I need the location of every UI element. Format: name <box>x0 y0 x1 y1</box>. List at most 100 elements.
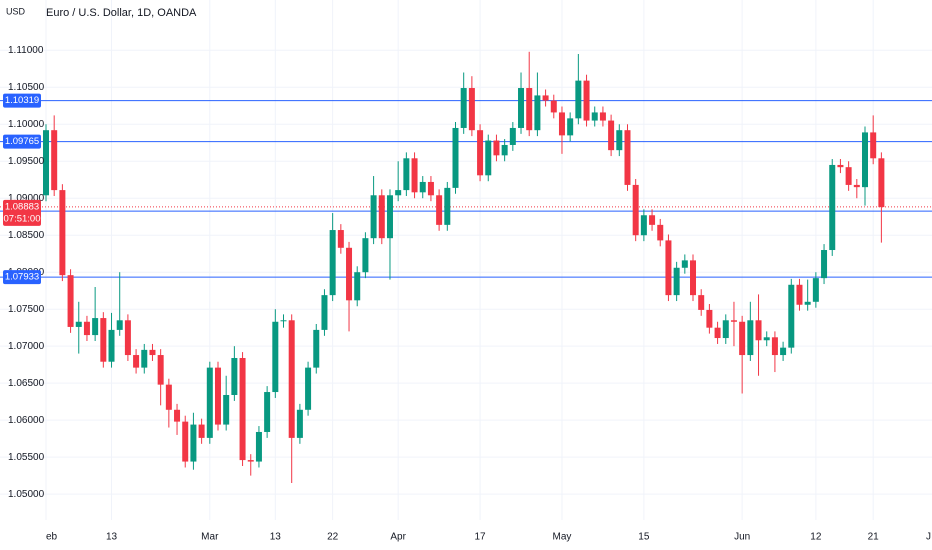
price-lines <box>0 100 932 278</box>
candle-body <box>198 424 205 438</box>
candle-body <box>100 318 107 362</box>
candle-body <box>640 215 647 236</box>
candle-body <box>149 349 156 356</box>
candle-body <box>206 367 213 438</box>
x-tick-label: eb <box>46 532 58 543</box>
candle-body <box>255 431 262 462</box>
x-tick-label: 13 <box>106 532 118 543</box>
candle-body <box>214 367 221 425</box>
candle-body <box>75 321 82 327</box>
candle-body <box>231 358 238 395</box>
candle-body <box>337 230 344 248</box>
candle-body <box>575 80 582 119</box>
y-tick-label: 1.09000 <box>8 193 45 204</box>
candle-body <box>870 132 877 159</box>
candle-body <box>608 120 615 151</box>
candle-body <box>141 349 148 368</box>
candle-body <box>698 295 705 310</box>
candle-body <box>116 320 123 330</box>
candle-body <box>83 321 90 336</box>
candle-body <box>321 295 328 330</box>
candle-body <box>862 132 868 188</box>
candle-body <box>829 164 836 251</box>
x-tick-label: 13 <box>270 532 282 543</box>
currency-label: USD <box>6 6 26 16</box>
candle-body <box>501 144 508 156</box>
candle-body <box>468 88 475 131</box>
candle-body <box>386 195 393 239</box>
y-tick-label: 1.10500 <box>8 82 45 93</box>
candle-body <box>403 158 410 191</box>
candle-body <box>485 140 492 176</box>
candle-body <box>190 424 197 462</box>
candle-body <box>174 409 181 422</box>
candle-body <box>395 190 402 196</box>
candle-body <box>346 247 353 301</box>
countdown-label: 07:51:00 <box>4 213 41 224</box>
candle-body <box>681 260 688 268</box>
x-tick-label: 12 <box>810 532 822 543</box>
price-label-box <box>3 93 41 108</box>
candle-body <box>362 238 369 273</box>
candle-body <box>223 394 230 425</box>
candle-body <box>427 181 434 196</box>
candle-body <box>747 320 754 356</box>
price-label: 1.10319 <box>5 95 39 106</box>
candle-body <box>542 95 549 101</box>
last-price-box <box>3 199 41 226</box>
y-tick-label: 1.06000 <box>8 415 45 426</box>
candle-body <box>43 130 49 196</box>
candle-body <box>247 460 254 462</box>
candle-body <box>558 112 565 136</box>
x-tick-label: J <box>926 532 931 543</box>
x-tick-label: Apr <box>390 532 406 543</box>
candle-body <box>706 309 713 328</box>
candle-body <box>509 127 516 145</box>
candle-body <box>624 130 631 185</box>
candle-body <box>665 240 672 296</box>
candle-body <box>477 130 484 176</box>
candle-body <box>313 329 320 368</box>
candle-body <box>296 409 303 438</box>
candle-body <box>436 195 443 225</box>
candle-body <box>755 320 762 341</box>
candle-body <box>452 127 459 188</box>
y-tick-label: 1.05000 <box>8 489 45 500</box>
candle-body <box>182 421 189 462</box>
candle-body <box>280 320 287 322</box>
candle-body <box>878 158 885 208</box>
y-tick-label: 1.09500 <box>8 156 45 167</box>
candle-body <box>739 321 746 356</box>
x-tick-label: 21 <box>868 532 880 543</box>
candle-body <box>583 80 590 121</box>
candle-body <box>714 327 721 339</box>
price-label-box <box>3 270 41 285</box>
candle-body <box>690 260 697 296</box>
candle-body <box>812 278 819 302</box>
candle-body <box>821 250 828 279</box>
price-label: 1.07933 <box>5 272 39 283</box>
price-label: 1.09765 <box>5 136 39 147</box>
candle-body <box>59 190 66 276</box>
candle-body <box>460 88 467 128</box>
candle-body <box>771 337 778 356</box>
candle-body <box>444 187 451 225</box>
x-tick-label: 15 <box>638 532 650 543</box>
candle-body <box>657 224 664 241</box>
candle-body <box>411 158 418 193</box>
candle-body <box>305 367 312 410</box>
candle-body <box>763 337 770 341</box>
candle-body <box>370 195 377 239</box>
candle-body <box>108 329 115 362</box>
chart-title: Euro / U.S. Dollar, 1D, OANDA <box>46 7 197 19</box>
candle-body <box>599 112 606 121</box>
candle-body <box>419 181 426 193</box>
candle-body <box>730 320 737 322</box>
candle-body <box>133 355 140 368</box>
candle-body <box>165 384 172 410</box>
candle-body <box>239 358 246 461</box>
y-tick-label: 1.06500 <box>8 378 45 389</box>
y-tick-label: 1.07000 <box>8 341 45 352</box>
price-label-box <box>3 134 41 149</box>
